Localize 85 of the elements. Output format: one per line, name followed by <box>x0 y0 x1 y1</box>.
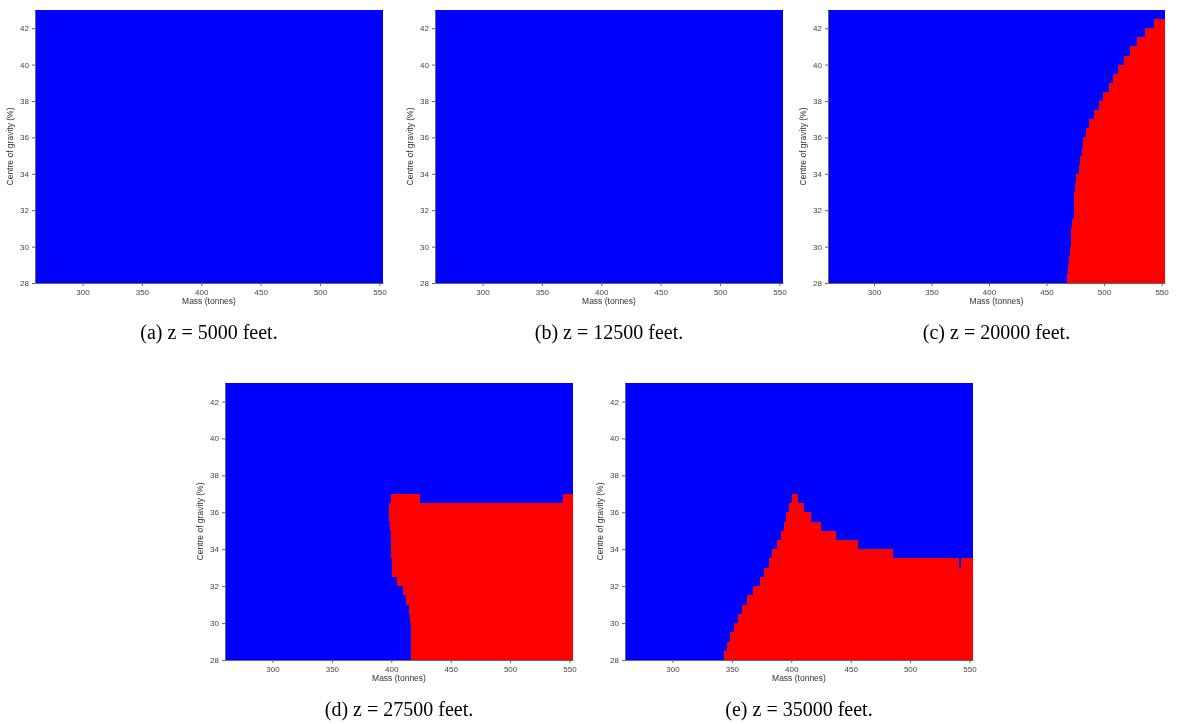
x-axis-title: Mass (tonnes) <box>582 296 637 306</box>
x-tick-label: 450 <box>844 664 859 674</box>
y-tick-label: 38 <box>420 97 430 107</box>
x-tick-label: 450 <box>1040 287 1055 297</box>
x-tick-label: 500 <box>903 664 918 674</box>
y-axis-title: Centre of gravity (%) <box>5 107 15 186</box>
x-tick-label: 500 <box>1097 287 1112 297</box>
y-tick-label: 36 <box>210 508 220 518</box>
x-tick-label: 300 <box>666 664 681 674</box>
x-tick-label: 450 <box>654 287 669 297</box>
y-tick-label: 30 <box>20 242 30 252</box>
x-tick-label: 550 <box>773 287 788 297</box>
x-tick-label: 300 <box>476 287 491 297</box>
y-tick-label: 42 <box>813 24 823 34</box>
x-axis-title: Mass (tonnes) <box>772 673 827 683</box>
x-tick-label: 550 <box>563 664 578 674</box>
y-tick-label: 28 <box>813 279 823 289</box>
y-tick-label: 30 <box>420 242 430 252</box>
x-tick-label: 400 <box>195 287 209 297</box>
y-tick-label: 42 <box>610 397 620 407</box>
x-tick-label: 400 <box>595 287 609 297</box>
x-tick-label: 550 <box>1155 287 1170 297</box>
y-tick-label: 30 <box>813 242 823 252</box>
y-tick-label: 34 <box>813 169 823 179</box>
x-tick-label: 450 <box>444 664 459 674</box>
x-tick-label: 350 <box>535 287 550 297</box>
y-tick-label: 40 <box>420 60 430 70</box>
y-tick-label: 28 <box>20 279 30 289</box>
y-tick-label: 32 <box>20 206 30 216</box>
x-tick-label: 350 <box>325 664 340 674</box>
x-axis-title: Mass (tonnes) <box>969 296 1024 306</box>
x-tick-label: 300 <box>266 664 281 674</box>
text: (c) z = 20000 feet. <box>922 321 1071 344</box>
y-tick-label: 36 <box>420 133 430 143</box>
y-tick-label: 30 <box>210 619 220 629</box>
y-tick-label: 38 <box>610 471 620 481</box>
y-tick-label: 32 <box>210 582 220 592</box>
y-tick-label: 34 <box>610 545 620 555</box>
x-tick-label: 350 <box>135 287 150 297</box>
y-tick-label: 32 <box>813 206 823 216</box>
x-tick-label: 300 <box>867 287 882 297</box>
x-tick-label: 500 <box>713 287 728 297</box>
x-tick-label: 450 <box>254 287 269 297</box>
y-tick-label: 42 <box>210 397 220 407</box>
y-tick-label: 32 <box>610 582 620 592</box>
y-axis-title: Centre of gravity (%) <box>405 107 415 186</box>
y-tick-label: 36 <box>20 133 30 143</box>
y-tick-label: 30 <box>610 619 620 629</box>
y-tick-label: 38 <box>813 97 823 107</box>
y-tick-label: 40 <box>813 60 823 70</box>
y-tick-label: 28 <box>420 279 430 289</box>
x-tick-label: 300 <box>76 287 91 297</box>
y-tick-label: 38 <box>210 471 220 481</box>
y-tick-label: 36 <box>813 133 823 143</box>
y-tick-label: 42 <box>20 24 30 34</box>
y-axis-title: Centre of gravity (%) <box>195 482 205 561</box>
y-tick-label: 34 <box>20 169 30 179</box>
x-tick-label: 400 <box>385 664 399 674</box>
y-tick-label: 34 <box>210 545 220 555</box>
x-tick-label: 400 <box>982 287 997 297</box>
x-tick-label: 350 <box>725 664 740 674</box>
y-tick-label: 42 <box>420 24 430 34</box>
x-tick-label: 550 <box>963 664 978 674</box>
x-axis-title: Mass (tonnes) <box>372 673 427 683</box>
y-tick-label: 32 <box>420 206 430 216</box>
y-tick-label: 28 <box>610 656 620 666</box>
x-tick-label: 500 <box>313 287 328 297</box>
y-tick-label: 34 <box>420 169 430 179</box>
y-axis-title: Centre of gravity (%) <box>595 482 605 561</box>
text: (b) z = 12500 feet. <box>534 321 684 344</box>
y-tick-label: 40 <box>210 434 220 444</box>
y-tick-label: 38 <box>20 97 30 107</box>
text: (e) z = 35000 feet. <box>725 698 873 721</box>
x-tick-label: 500 <box>503 664 518 674</box>
y-tick-label: 40 <box>610 434 620 444</box>
y-axis-title: Centre of gravity (%) <box>798 107 808 186</box>
x-axis-title: Mass (tonnes) <box>182 296 237 306</box>
x-tick-label: 550 <box>373 287 388 297</box>
y-tick-label: 28 <box>210 656 220 666</box>
y-tick-label: 36 <box>610 508 620 518</box>
x-tick-label: 350 <box>925 287 940 297</box>
x-tick-label: 400 <box>785 664 799 674</box>
text: (a) z = 5000 feet. <box>140 321 278 344</box>
text: (d) z = 27500 feet. <box>324 698 474 721</box>
y-tick-label: 40 <box>20 60 30 70</box>
